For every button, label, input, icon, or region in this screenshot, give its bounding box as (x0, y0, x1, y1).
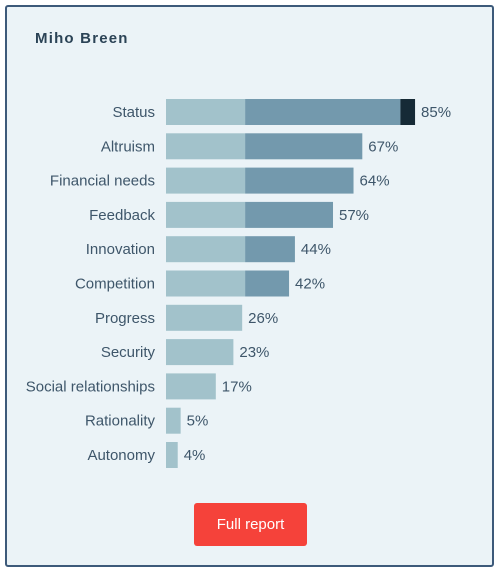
category-label-financial-needs: Financial needs (50, 173, 155, 190)
bar-financial-needs-segment-2 (245, 167, 354, 194)
profile-card: Miho Breen Status 85% Altruism 67% Financial… (5, 5, 494, 567)
motivation-bar-chart: Status 85% Altruism 67% Financial needs 64% Fe… (26, 99, 451, 468)
category-label-competition: Competition (75, 276, 155, 293)
value-label-rationality: 5% (187, 413, 209, 430)
bar-altruism-segment-2 (245, 133, 363, 160)
bar-competition-segment-2 (245, 270, 290, 297)
bar-autonomy-segment-1 (166, 442, 178, 468)
bar-status-segment-1 (166, 99, 246, 125)
category-label-feedback: Feedback (89, 207, 155, 224)
value-label-competition: 42% (295, 276, 325, 293)
bar-status-segment-3 (400, 99, 416, 125)
bar-feedback-segment-1 (166, 201, 246, 228)
bar-innovation-segment-1 (166, 236, 246, 263)
bar-security-segment-1 (166, 339, 234, 366)
category-label-innovation: Innovation (86, 241, 155, 258)
bar-social-relationships-segment-1 (166, 373, 216, 400)
bar-feedback-segment-2 (245, 201, 334, 228)
bar-financial-needs-segment-1 (166, 167, 246, 194)
value-label-social-relationships: 17% (222, 378, 252, 395)
category-label-rationality: Rationality (85, 413, 156, 430)
card-title: Miho Breen (35, 30, 129, 47)
full-report-button[interactable]: Full report (194, 503, 307, 546)
bar-competition-segment-1 (166, 270, 246, 297)
category-label-autonomy: Autonomy (87, 447, 155, 464)
value-label-progress: 26% (248, 310, 278, 327)
value-label-financial-needs: 64% (360, 173, 390, 190)
value-label-security: 23% (239, 344, 269, 361)
category-label-security: Security (101, 344, 156, 361)
category-label-status: Status (112, 104, 155, 121)
category-label-social-relationships: Social relationships (26, 378, 155, 395)
bar-rationality-segment-1 (166, 407, 181, 434)
value-label-status: 85% (421, 104, 451, 121)
category-label-progress: Progress (95, 310, 155, 327)
bar-progress-segment-1 (166, 304, 243, 331)
value-label-autonomy: 4% (184, 447, 206, 464)
bar-altruism-segment-1 (166, 133, 246, 160)
value-label-feedback: 57% (339, 207, 369, 224)
bar-innovation-segment-2 (245, 236, 295, 263)
bar-status-segment-2 (245, 99, 401, 125)
category-label-altruism: Altruism (101, 138, 155, 155)
value-label-innovation: 44% (301, 241, 331, 258)
value-label-altruism: 67% (368, 138, 398, 155)
